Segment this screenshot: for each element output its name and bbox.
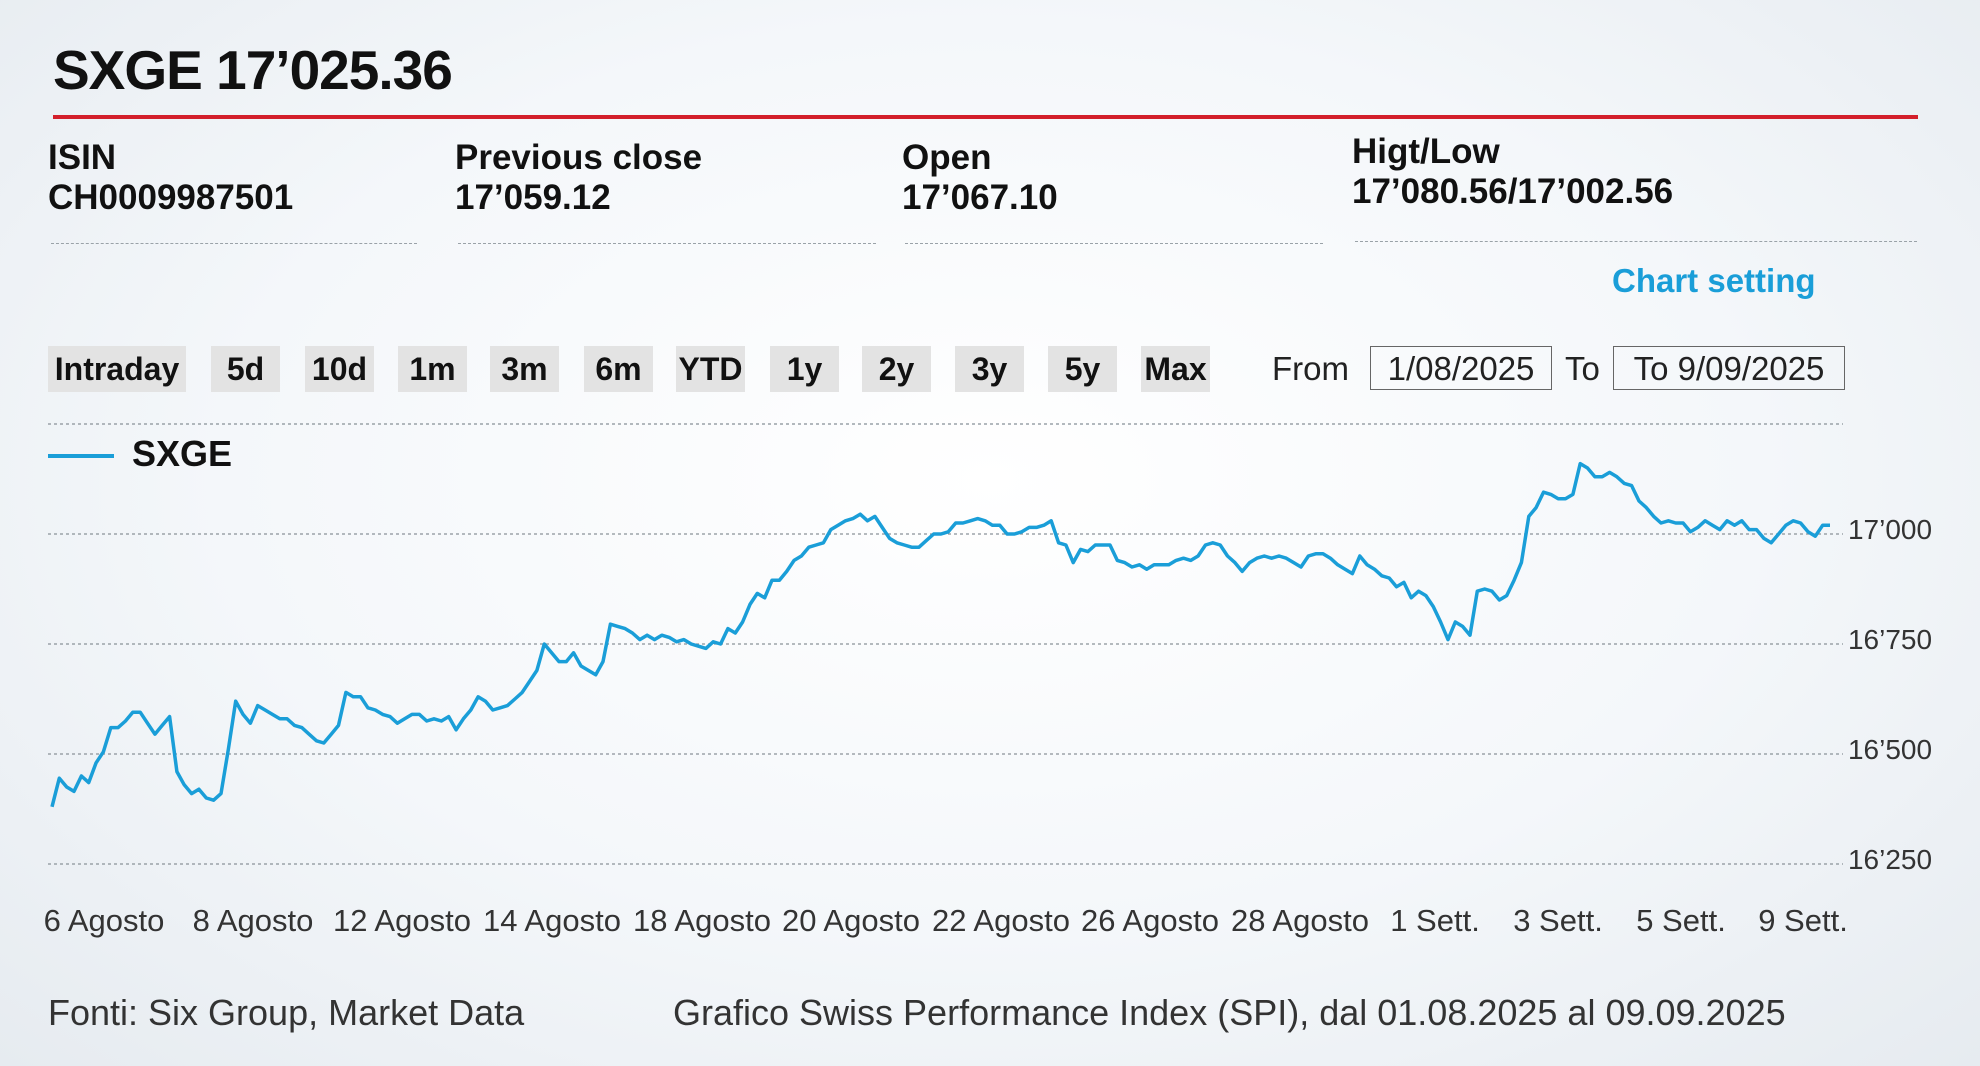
range-2y-button[interactable]: 2y (862, 346, 931, 392)
open-divider (905, 243, 1323, 244)
high-low-block: Higt/Low 17’080.56/17’002.56 (1352, 132, 1917, 242)
x-tick-label: 20 Agosto (782, 903, 920, 938)
y-tick-label: 16’500 (1848, 734, 1932, 765)
x-tick-label: 5 Sett. (1636, 903, 1726, 938)
previous-close-block: Previous close 17’059.12 (455, 138, 876, 244)
x-tick-label: 14 Agosto (483, 903, 621, 938)
range-ytd-button[interactable]: YTD (676, 346, 745, 392)
x-tick-label: 26 Agosto (1081, 903, 1219, 938)
isin-label: ISIN (48, 138, 117, 177)
from-date-input[interactable]: 1/08/2025 (1370, 346, 1552, 390)
x-tick-label: 18 Agosto (633, 903, 771, 938)
y-tick-label: 16’750 (1848, 624, 1932, 655)
isin-divider (51, 243, 417, 244)
range-1m-button[interactable]: 1m (398, 346, 467, 392)
range-3m-button[interactable]: 3m (490, 346, 559, 392)
isin-block: ISIN CH0009987501 (48, 138, 417, 244)
open-label: Open (902, 138, 992, 177)
x-tick-label: 6 Agosto (43, 903, 165, 938)
range-max-button[interactable]: Max (1141, 346, 1210, 392)
x-tick-label: 12 Agosto (333, 903, 471, 938)
x-tick-label: 28 Agosto (1231, 903, 1369, 938)
from-label: From (1272, 350, 1349, 387)
page-title: SXGE 17’025.36 (53, 39, 453, 101)
legend-line-swatch (48, 454, 114, 458)
high-low-divider (1355, 241, 1917, 242)
high-low-value: 17’080.56/17’002.56 (1352, 172, 1674, 211)
range-10d-button[interactable]: 10d (305, 346, 374, 392)
legend-label: SXGE (132, 433, 233, 474)
open-block: Open 17’067.10 (902, 138, 1323, 244)
footer-source: Fonti: Six Group, Market Data (48, 992, 525, 1033)
to-label: To (1565, 350, 1600, 387)
chart-setting-link[interactable]: Chart setting (1612, 262, 1816, 299)
range-intraday-button[interactable]: Intraday (48, 346, 186, 392)
previous-close-label: Previous close (455, 138, 703, 177)
y-axis-labels: 16’250 16’500 16’750 17’000 (1848, 514, 1932, 875)
isin-value: CH0009987501 (48, 178, 294, 217)
range-6m-button[interactable]: 6m (584, 346, 653, 392)
range-1y-button[interactable]: 1y (770, 346, 839, 392)
open-value: 17’067.10 (902, 178, 1058, 217)
sxge-series-line (50, 461, 1830, 808)
range-5d-button[interactable]: 5d (211, 346, 280, 392)
x-tick-label: 1 Sett. (1390, 903, 1480, 938)
previous-close-divider (458, 243, 876, 244)
range-5y-button[interactable]: 5y (1048, 346, 1117, 392)
range-3y-button[interactable]: 3y (955, 346, 1024, 392)
title-underline (53, 115, 1918, 119)
previous-close-value: 17’059.12 (455, 178, 611, 217)
footer-caption: Grafico Swiss Performance Index (SPI), d… (673, 992, 1786, 1033)
y-tick-label: 17’000 (1848, 514, 1932, 545)
y-tick-label: 16’250 (1848, 844, 1932, 875)
x-tick-label: 9 Sett. (1758, 903, 1848, 938)
gridlines (48, 533, 1843, 865)
high-low-label: Higt/Low (1352, 132, 1500, 171)
x-tick-label: 8 Agosto (192, 903, 314, 938)
x-tick-label: 22 Agosto (932, 903, 1070, 938)
x-tick-label: 3 Sett. (1513, 903, 1603, 938)
to-date-input[interactable]: To 9/09/2025 (1613, 346, 1845, 390)
